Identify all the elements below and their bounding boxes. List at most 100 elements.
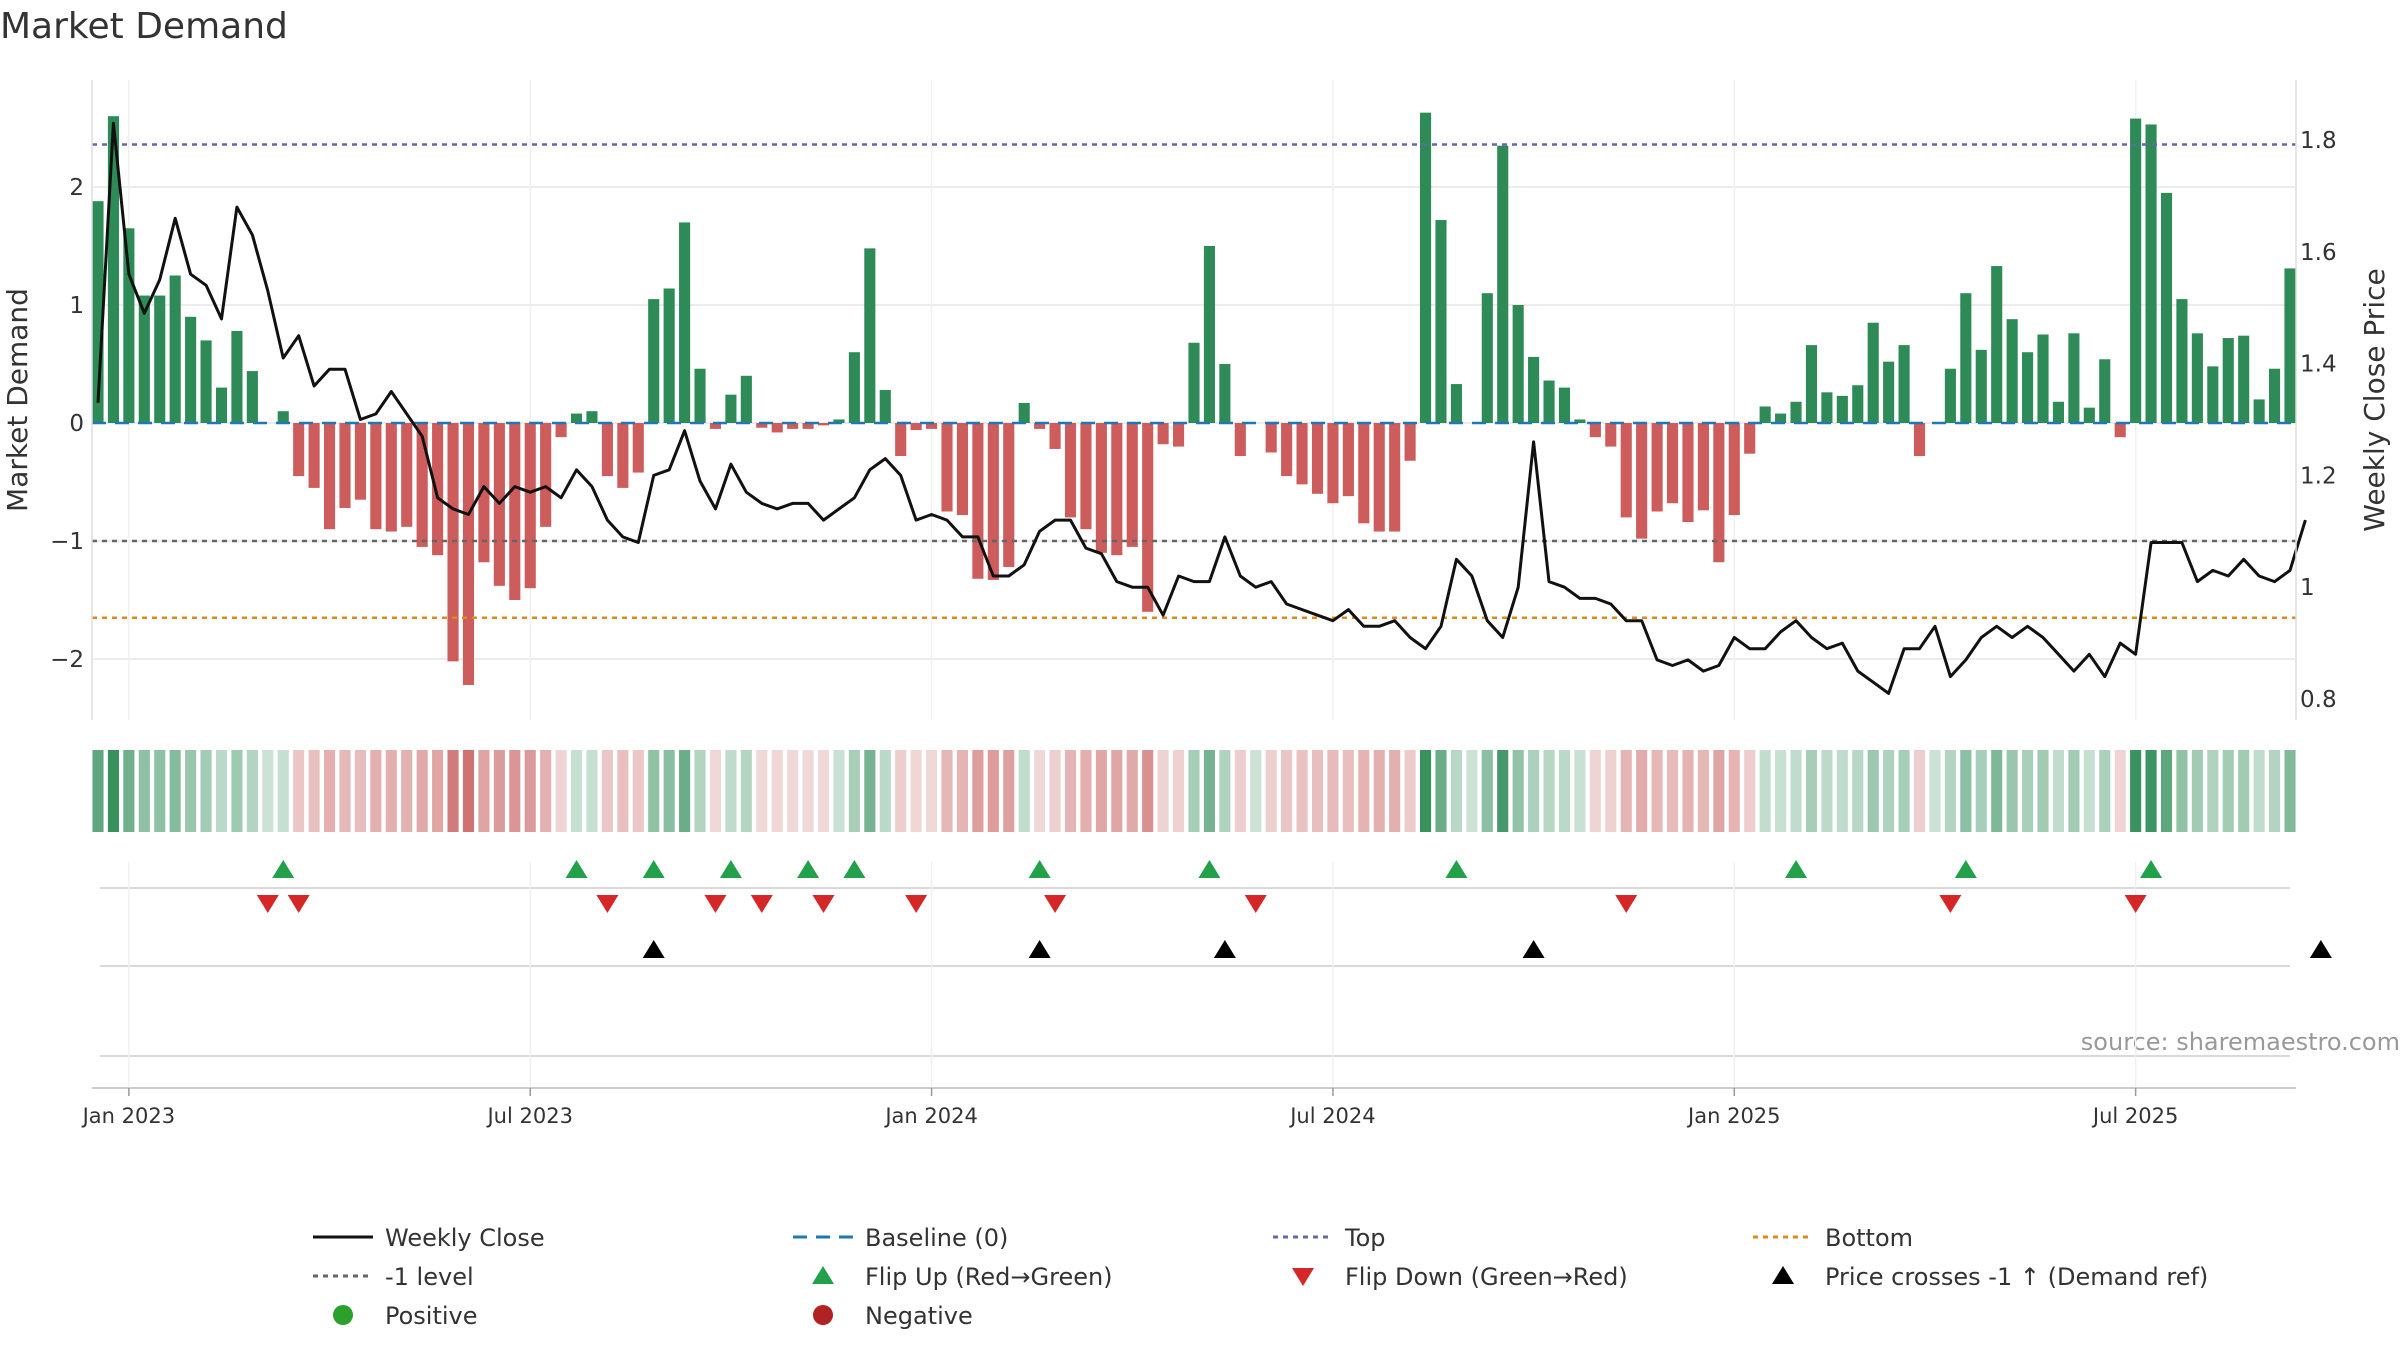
demand-bar	[1697, 423, 1709, 511]
demand-bar	[1034, 423, 1046, 429]
demand-bar	[1358, 423, 1370, 524]
heat-cell	[1173, 750, 1185, 832]
demand-bar	[2022, 352, 2034, 423]
heat-cell	[2114, 750, 2126, 832]
demand-bar	[771, 423, 783, 433]
demand-bar	[1126, 423, 1138, 547]
heat-cell	[1867, 750, 1879, 832]
demand-bar	[1558, 387, 1571, 423]
heat-cell	[709, 750, 722, 832]
heat-cell	[354, 750, 366, 832]
demand-bar	[1991, 266, 2003, 423]
demand-bar	[2037, 334, 2049, 423]
heat-cell	[540, 750, 552, 832]
demand-bar	[740, 375, 752, 423]
y2-tick-label: 1.8	[2300, 128, 2337, 154]
legend-label: Top	[1344, 1224, 1386, 1252]
demand-bar	[1157, 423, 1169, 445]
heat-cell	[1759, 750, 1771, 832]
demand-bar	[1404, 423, 1416, 461]
legend-item-price-cross: Price crosses -1 ↑ (Demand ref)	[1772, 1263, 2208, 1291]
demand-bar	[1311, 423, 1324, 494]
demand-bar	[401, 423, 413, 527]
heat-cell	[493, 750, 505, 832]
heat-cell	[1034, 750, 1046, 832]
demand-bar	[1219, 364, 1231, 423]
heat-cell	[1944, 750, 1956, 832]
heat-cell	[740, 750, 752, 832]
heat-cell	[1589, 750, 1601, 832]
heat-cell	[432, 750, 444, 832]
legend-swatch	[333, 1305, 353, 1325]
heat-cell	[1805, 750, 1818, 832]
demand-bar	[1713, 423, 1725, 563]
heat-cell	[1203, 750, 1215, 832]
heat-cell	[1682, 750, 1694, 832]
flip-up-marker	[843, 860, 866, 878]
heat-cell	[1775, 750, 1787, 832]
axes-layer: −2 −1 0 1 2 0.8 1 1.2 1.4 1.6 1.8	[50, 80, 2337, 720]
demand-bar	[2068, 333, 2080, 423]
demand-bar	[185, 316, 197, 423]
heat-cell	[1219, 750, 1231, 832]
heat-cell	[2037, 750, 2049, 832]
flip-up-marker	[272, 860, 295, 878]
demand-bar	[370, 423, 382, 530]
heat-cell	[987, 750, 999, 832]
legend-item-minus-one: -1 level	[313, 1263, 474, 1291]
heat-cell	[1975, 750, 1987, 832]
heat-cell	[2022, 750, 2034, 832]
demand-bar	[648, 299, 660, 423]
demand-bar	[1836, 395, 1848, 423]
legend-label: Weekly Close	[385, 1224, 545, 1252]
heat-cell	[2238, 750, 2250, 832]
demand-bar	[2114, 423, 2126, 438]
demand-bar	[540, 423, 552, 527]
y-tick-label: 1	[69, 293, 84, 319]
demand-bar	[1975, 349, 1987, 423]
demand-bar	[1142, 423, 1154, 612]
heat-cell	[323, 750, 336, 832]
heat-cell	[1620, 750, 1632, 832]
heat-cell	[2176, 750, 2188, 832]
demand-bar	[432, 423, 444, 556]
demand-bar	[2130, 118, 2142, 423]
y-tick-label: −1	[50, 529, 84, 555]
demand-bar	[756, 423, 768, 428]
demand-bar	[1666, 423, 1679, 504]
demand-bar	[694, 368, 706, 423]
y-tick-label: 0	[69, 411, 84, 437]
demand-bar	[1234, 423, 1246, 457]
demand-bar	[1435, 220, 1447, 423]
heat-cell	[848, 750, 860, 832]
heat-cell	[1358, 750, 1370, 832]
price-cross-marker	[1028, 940, 1051, 958]
demand-bar	[169, 275, 181, 423]
heat-cell	[1605, 750, 1617, 832]
demand-bar	[1265, 423, 1277, 453]
demand-bar	[231, 330, 243, 423]
demand-bar	[478, 423, 490, 563]
heat-cell	[2083, 750, 2095, 832]
flip-up-marker	[1954, 860, 1977, 878]
y2-axis-label: Weekly Close Price	[2358, 268, 2391, 531]
demand-bar	[632, 423, 644, 473]
legend-item-negative: Negative	[813, 1302, 973, 1330]
heat-cell	[2006, 750, 2018, 832]
demand-bar	[2207, 366, 2219, 423]
demand-bar	[1805, 345, 1818, 423]
demand-bar	[709, 423, 722, 429]
heat-cell	[663, 750, 675, 832]
heat-cell	[262, 750, 274, 832]
legend-label: Flip Down (Green→Red)	[1345, 1263, 1628, 1291]
heat-cell	[1836, 750, 1848, 832]
heat-cell	[524, 750, 536, 832]
legend-label: Bottom	[1825, 1224, 1913, 1252]
chart-title: Market Demand	[0, 6, 288, 47]
demand-bar	[2083, 407, 2095, 423]
flip-down-marker	[750, 895, 773, 913]
heat-cell	[1126, 750, 1138, 832]
heat-cell	[864, 750, 876, 832]
demand-bar	[1960, 293, 1972, 423]
heat-cell	[1821, 750, 1833, 832]
